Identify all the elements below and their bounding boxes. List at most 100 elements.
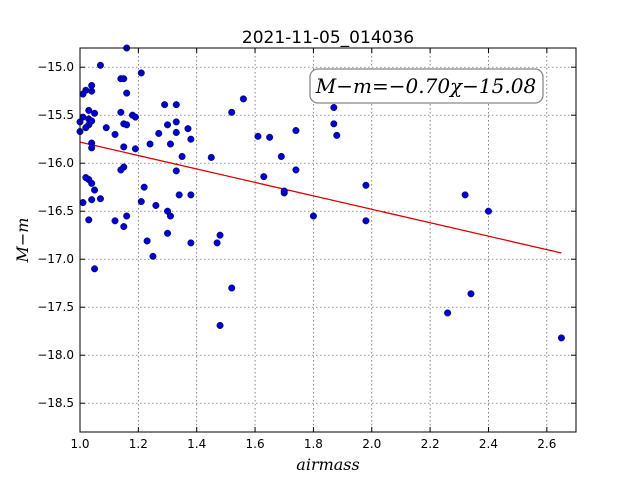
data-point <box>239 95 247 103</box>
data-point <box>172 128 180 136</box>
data-point <box>120 223 128 231</box>
data-point <box>164 229 172 237</box>
data-point <box>120 75 128 83</box>
data-point <box>213 239 221 247</box>
data-point <box>88 81 96 89</box>
data-point <box>172 167 180 175</box>
data-point <box>228 108 236 116</box>
data-point <box>137 69 145 77</box>
data-point <box>207 153 215 161</box>
data-point <box>91 186 99 194</box>
equation-annotation: M−m=−0.70χ−15.08 <box>309 68 544 104</box>
data-point <box>85 216 93 224</box>
x-tick-label: 1.4 <box>187 437 206 451</box>
data-point <box>187 239 195 247</box>
data-point <box>166 140 174 148</box>
x-tick-label: 2.4 <box>479 437 498 451</box>
data-point <box>85 106 93 114</box>
data-point <box>178 152 186 160</box>
data-point <box>444 309 452 317</box>
data-point <box>111 130 119 138</box>
data-point <box>362 181 370 189</box>
data-point <box>333 131 341 139</box>
data-point <box>91 109 99 117</box>
data-point <box>111 217 119 225</box>
y-tick-label: −16.0 <box>37 156 74 170</box>
fit-line <box>79 141 562 254</box>
data-point <box>123 212 131 220</box>
x-tick-label: 1.8 <box>304 437 323 451</box>
data-point <box>184 125 192 133</box>
x-axis-label: airmass <box>296 455 359 474</box>
data-point <box>123 89 131 97</box>
data-point <box>461 191 469 199</box>
data-point <box>187 135 195 143</box>
x-tick-label: 2.0 <box>362 437 381 451</box>
x-tick-label: 1.2 <box>129 437 148 451</box>
data-point <box>137 198 145 206</box>
data-point <box>228 284 236 292</box>
data-point <box>140 183 148 191</box>
data-point <box>82 124 90 132</box>
data-point <box>260 173 268 181</box>
x-tick-label: 2.6 <box>537 437 556 451</box>
data-point <box>172 101 180 109</box>
data-point <box>88 144 96 152</box>
annotation-box <box>309 68 544 104</box>
y-axis-label: M−m <box>13 218 32 264</box>
data-point <box>164 121 172 129</box>
data-point <box>91 265 99 273</box>
x-tick-label: 1.6 <box>246 437 265 451</box>
data-point <box>146 140 154 148</box>
data-point <box>216 231 224 239</box>
y-tick-label: −16.5 <box>37 204 74 218</box>
x-tick-labels: 1.0 1.2 1.4 1.6 1.8 2.0 2.2 2.4 2.6 <box>70 437 556 451</box>
data-point <box>117 166 125 174</box>
y-tick-label: −18.0 <box>37 348 74 362</box>
plot-frame <box>79 47 577 433</box>
data-point <box>467 290 475 298</box>
data-point <box>120 143 128 151</box>
data-point <box>102 124 110 132</box>
data-point <box>79 90 87 98</box>
data-point <box>88 196 96 204</box>
data-point <box>362 217 370 225</box>
y-tick-labels: −15.0 −15.5 −16.0 −16.5 −17.0 −17.5 −18.0 −18.5 <box>37 60 74 410</box>
data-point <box>143 237 151 245</box>
x-tick-label: 1.0 <box>70 437 89 451</box>
data-point <box>309 212 317 220</box>
y-tick-label: −17.0 <box>37 252 74 266</box>
data-point <box>96 195 104 203</box>
data-point <box>152 201 160 209</box>
data-point <box>123 121 131 129</box>
data-point <box>161 101 169 109</box>
data-point <box>172 118 180 126</box>
data-point <box>330 104 338 112</box>
data-point <box>149 252 157 260</box>
fit-line-layer <box>79 141 562 254</box>
data-point <box>277 152 285 160</box>
annotation-text: M−m=−0.70χ−15.08 <box>315 74 536 98</box>
data-point <box>155 129 163 137</box>
axis-ticks <box>79 48 576 432</box>
data-point <box>557 334 565 342</box>
y-tick-label: −15.5 <box>37 108 74 122</box>
data-point <box>280 187 288 195</box>
data-point <box>166 212 174 220</box>
y-tick-label: −17.5 <box>37 300 74 314</box>
data-point <box>216 321 224 329</box>
data-point <box>484 207 492 215</box>
data-point <box>254 132 262 140</box>
data-point <box>117 108 125 116</box>
chart-title: 2021-11-05_014036 <box>242 28 414 48</box>
data-point <box>266 133 274 141</box>
data-point <box>330 120 338 128</box>
data-point <box>131 113 139 121</box>
data-point <box>175 191 183 199</box>
data-points <box>76 44 565 342</box>
data-point <box>131 145 139 153</box>
data-point <box>187 191 195 199</box>
data-point <box>292 166 300 174</box>
y-tick-label: −15.0 <box>37 60 74 74</box>
